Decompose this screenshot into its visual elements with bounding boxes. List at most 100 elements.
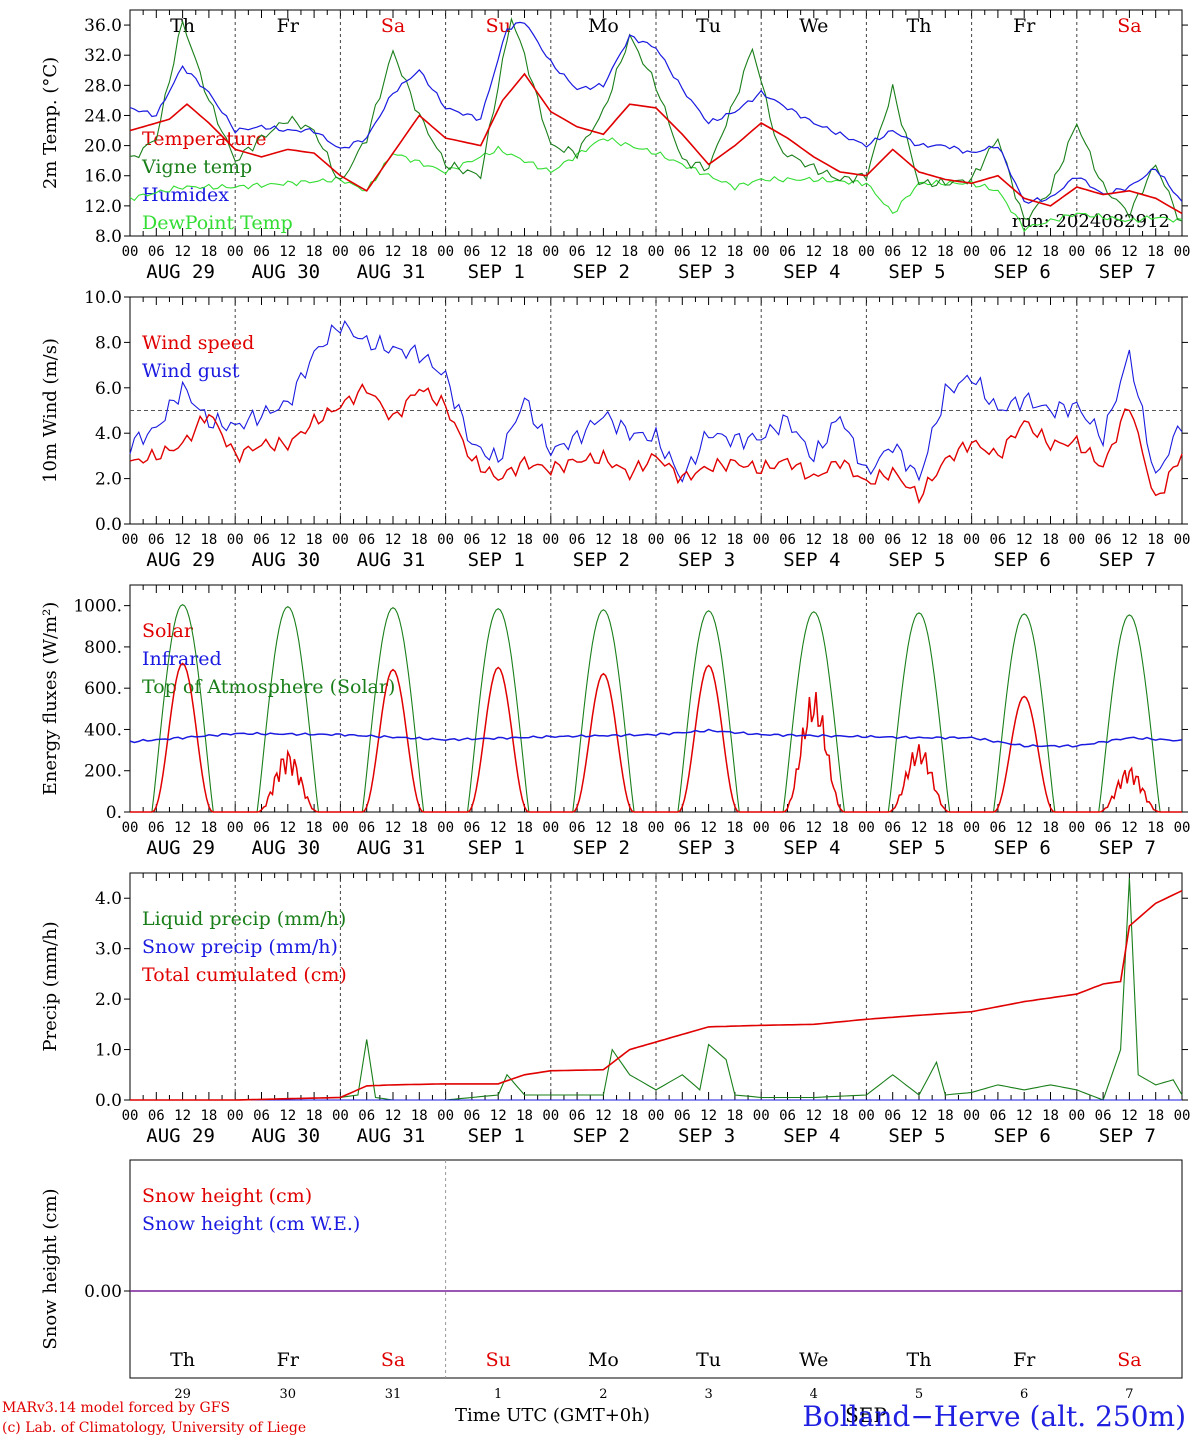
model-credit: MARv3.14 model forced by GFS bbox=[2, 1400, 231, 1416]
day-name-bottom: Su bbox=[486, 1349, 511, 1371]
day-name-top: Sa bbox=[1117, 15, 1141, 37]
date-label: AUG 31 bbox=[357, 1125, 426, 1147]
run-label: run: 2024082912 bbox=[1012, 211, 1170, 232]
panel-energy: 0. 200. 400. 600. 800. 1000. Energy fluxes (W/… bbox=[40, 584, 1191, 859]
date-label: SEP 3 bbox=[678, 549, 735, 571]
series-solar bbox=[130, 662, 1182, 813]
hour-label: 12 bbox=[911, 1108, 928, 1124]
date-label: SEP 1 bbox=[468, 261, 525, 283]
hour-label: 12 bbox=[1016, 244, 1033, 260]
hour-label: 12 bbox=[595, 244, 612, 260]
hour-label: 18 bbox=[1147, 244, 1164, 260]
hour-label: 18 bbox=[937, 244, 954, 260]
y-axis-label: Snow height (cm) bbox=[40, 1188, 61, 1349]
date-label: SEP 3 bbox=[678, 261, 735, 283]
hour-label: 00 bbox=[122, 1108, 139, 1124]
day-name-bottom: Sa bbox=[381, 1349, 405, 1371]
day-name-bottom: Sa bbox=[1117, 1349, 1141, 1371]
hour-label: 00 bbox=[753, 532, 770, 548]
hour-label: 06 bbox=[1095, 820, 1112, 836]
date-label: SEP 7 bbox=[1099, 837, 1156, 859]
hour-label: 00 bbox=[753, 820, 770, 836]
hour-label: 06 bbox=[569, 244, 586, 260]
hour-label: 12 bbox=[805, 244, 822, 260]
hour-label: 00 bbox=[1068, 532, 1085, 548]
hour-label: 00 bbox=[437, 1108, 454, 1124]
day-name-bottom: Th bbox=[907, 1349, 932, 1371]
legend-dewpoint-temp: DewPoint Temp bbox=[142, 212, 293, 234]
day-number: 1 bbox=[494, 1387, 502, 1402]
hour-label: 12 bbox=[595, 1108, 612, 1124]
hour-label: 00 bbox=[227, 820, 244, 836]
y-tick-label: 3.0 bbox=[95, 940, 122, 960]
hour-label: 06 bbox=[463, 244, 480, 260]
hour-label: 00 bbox=[1174, 820, 1191, 836]
hour-label: 00 bbox=[858, 820, 875, 836]
y-tick-label: 2.0 bbox=[95, 470, 122, 490]
hour-label: 06 bbox=[989, 820, 1006, 836]
hour-label: 18 bbox=[516, 532, 533, 548]
hour-label: 12 bbox=[174, 1108, 191, 1124]
hour-label: 06 bbox=[358, 532, 375, 548]
lab-credit: (c) Lab. of Climatology, University of L… bbox=[2, 1420, 307, 1436]
hour-label: 12 bbox=[1121, 532, 1138, 548]
date-label: SEP 5 bbox=[888, 549, 945, 571]
hour-label: 00 bbox=[648, 1108, 665, 1124]
hour-label: 18 bbox=[200, 820, 217, 836]
y-tick-label: 36.0 bbox=[84, 16, 122, 36]
y-tick-label: 8.0 bbox=[95, 227, 122, 247]
day-name-top: Th bbox=[907, 15, 932, 37]
day-name-bottom: Th bbox=[170, 1349, 195, 1371]
y-tick-label: 6.0 bbox=[95, 379, 122, 399]
hour-label: 06 bbox=[779, 532, 796, 548]
hour-label: 06 bbox=[253, 532, 270, 548]
hour-label: 18 bbox=[1042, 820, 1059, 836]
date-label: SEP 7 bbox=[1099, 261, 1156, 283]
hour-label: 00 bbox=[227, 532, 244, 548]
hour-label: 00 bbox=[332, 532, 349, 548]
hour-label: 18 bbox=[832, 244, 849, 260]
day-name-top: Su bbox=[486, 15, 511, 37]
date-label: SEP 2 bbox=[573, 837, 630, 859]
legend-humidex: Humidex bbox=[142, 184, 229, 206]
date-label: SEP 2 bbox=[573, 261, 630, 283]
hour-label: 12 bbox=[174, 820, 191, 836]
hour-label: 12 bbox=[490, 820, 507, 836]
hour-label: 06 bbox=[1095, 244, 1112, 260]
hour-label: 18 bbox=[937, 820, 954, 836]
day-number: 31 bbox=[385, 1387, 402, 1402]
date-label: SEP 3 bbox=[678, 837, 735, 859]
day-name-top: Fr bbox=[1013, 15, 1036, 37]
hour-label: 00 bbox=[542, 820, 559, 836]
day-number: 2 bbox=[599, 1387, 607, 1402]
legend-top-of-atmosphere-solar-: Top of Atmosphere (Solar) bbox=[142, 676, 395, 698]
panel-temperature: 8.0 12.0 16.0 20.0 24.0 28.0 32.0 36.0 2m Temp. … bbox=[40, 9, 1190, 283]
hour-label: 12 bbox=[490, 1108, 507, 1124]
hour-label: 18 bbox=[411, 1108, 428, 1124]
date-label: AUG 30 bbox=[251, 549, 320, 571]
hour-label: 06 bbox=[253, 244, 270, 260]
hour-label: 12 bbox=[385, 1108, 402, 1124]
hour-label: 06 bbox=[884, 532, 901, 548]
hour-label: 06 bbox=[1095, 532, 1112, 548]
legend-wind-speed: Wind speed bbox=[142, 332, 254, 354]
hour-label: 18 bbox=[411, 532, 428, 548]
y-tick-label: 20.0 bbox=[84, 137, 122, 157]
y-tick-label: 2.0 bbox=[95, 990, 122, 1010]
y-axis-label: Precip (mm/h) bbox=[40, 921, 61, 1051]
y-tick-label: 4.0 bbox=[95, 889, 122, 909]
hour-label: 18 bbox=[1147, 532, 1164, 548]
legend-snow-precip-mm-h-: Snow precip (mm/h) bbox=[142, 936, 338, 958]
hour-label: 06 bbox=[1095, 1108, 1112, 1124]
hour-label: 12 bbox=[1121, 244, 1138, 260]
hour-label: 00 bbox=[963, 1108, 980, 1124]
date-label: SEP 4 bbox=[783, 1125, 840, 1147]
hour-label: 12 bbox=[700, 244, 717, 260]
y-tick-label: 200. bbox=[84, 762, 122, 782]
hour-label: 18 bbox=[621, 244, 638, 260]
hour-label: 06 bbox=[779, 244, 796, 260]
hour-label: 06 bbox=[148, 820, 165, 836]
hour-label: 12 bbox=[805, 1108, 822, 1124]
y-tick-label: 10.0 bbox=[84, 288, 122, 308]
